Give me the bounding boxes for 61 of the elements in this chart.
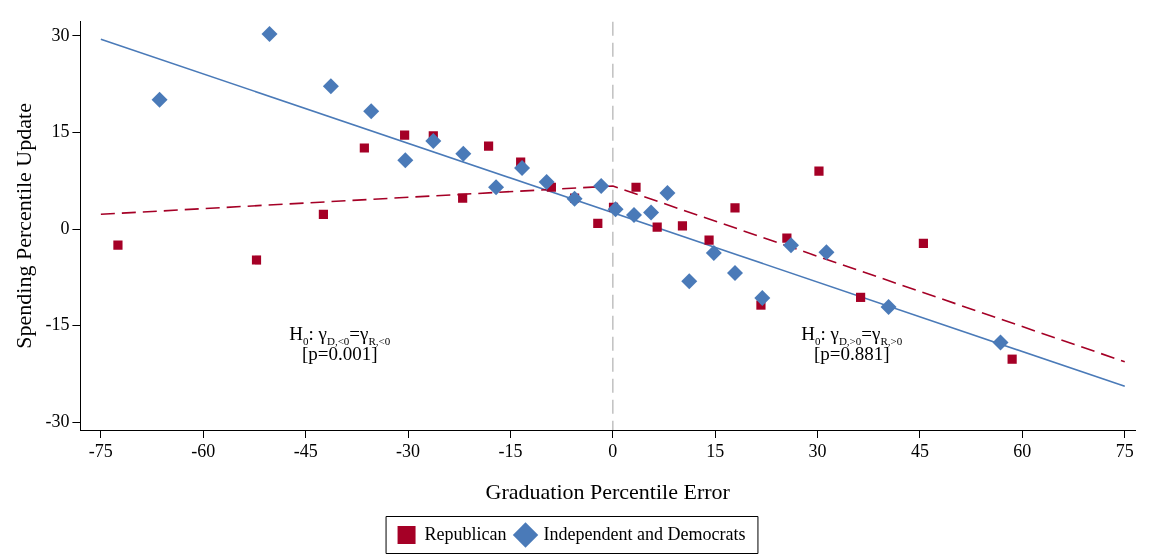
legend-label: Independent and Democrats bbox=[543, 523, 746, 544]
x-tick-label: 45 bbox=[910, 440, 929, 461]
point bbox=[814, 166, 824, 176]
point bbox=[359, 143, 369, 153]
y-axis-title: Spending Percentile Update bbox=[10, 103, 36, 349]
point bbox=[856, 292, 866, 302]
x-tick-label: 60 bbox=[1013, 440, 1032, 461]
point bbox=[458, 193, 468, 203]
x-tick-label: 15 bbox=[706, 440, 725, 461]
x-tick-label: 0 bbox=[608, 440, 618, 461]
point bbox=[261, 26, 278, 43]
point bbox=[318, 209, 328, 219]
point bbox=[681, 273, 698, 290]
point bbox=[363, 103, 380, 120]
point bbox=[705, 244, 722, 261]
point bbox=[113, 240, 123, 250]
point bbox=[782, 237, 799, 254]
point bbox=[659, 185, 676, 202]
y-tick-label: -30 bbox=[45, 411, 70, 432]
x-tick-label: -15 bbox=[498, 440, 523, 461]
x-tick-label: -30 bbox=[396, 440, 421, 461]
x-tick-label: -75 bbox=[88, 440, 113, 461]
x-tick-label: -60 bbox=[191, 440, 216, 461]
point bbox=[652, 222, 662, 232]
point bbox=[818, 244, 835, 261]
point bbox=[251, 255, 262, 265]
point bbox=[631, 182, 641, 192]
point bbox=[455, 145, 472, 162]
x-tick-label: 30 bbox=[808, 440, 827, 461]
point bbox=[488, 179, 505, 196]
point bbox=[992, 334, 1009, 351]
x-tick-label: 75 bbox=[1115, 440, 1134, 461]
y-tick-label: 15 bbox=[51, 121, 70, 142]
point bbox=[730, 203, 740, 213]
x-tick-label: -45 bbox=[293, 440, 318, 461]
point bbox=[538, 174, 555, 191]
point bbox=[880, 299, 897, 316]
point bbox=[322, 78, 339, 95]
point bbox=[425, 132, 442, 149]
point bbox=[400, 130, 410, 140]
point bbox=[593, 218, 603, 228]
y-tick-label: 30 bbox=[51, 24, 70, 45]
legend-label: Republican bbox=[424, 523, 507, 544]
point bbox=[151, 91, 168, 108]
x-axis-title: Graduation Percentile Error bbox=[485, 478, 731, 504]
point bbox=[607, 201, 624, 218]
point bbox=[754, 290, 771, 307]
y-tick-label: 0 bbox=[60, 217, 70, 238]
y-tick-label: -15 bbox=[45, 314, 70, 335]
point bbox=[677, 221, 688, 231]
point bbox=[397, 152, 414, 169]
point bbox=[566, 190, 583, 207]
point bbox=[704, 235, 714, 245]
point bbox=[625, 206, 642, 223]
point bbox=[643, 204, 660, 221]
point bbox=[918, 238, 928, 248]
point bbox=[727, 264, 743, 281]
point bbox=[1007, 354, 1017, 364]
point bbox=[483, 141, 494, 151]
point bbox=[593, 177, 610, 194]
point bbox=[514, 159, 531, 176]
